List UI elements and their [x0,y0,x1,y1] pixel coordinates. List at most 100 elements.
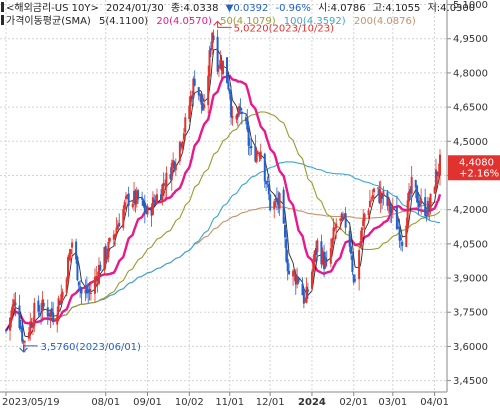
candle-body [192,78,195,98]
candle-body [313,250,316,263]
candle-body [439,154,441,176]
candle-body [292,270,295,277]
candle-body [145,210,148,214]
candle-body [341,216,344,218]
candle-body [248,147,251,149]
candle-body [18,305,21,328]
candle-body [238,105,241,115]
y-tick-label: 3,9000 [453,274,488,285]
x-tick-label: 04/01 [420,397,449,408]
candle-body [230,93,233,117]
candle-body [406,200,409,229]
header-marker-1 [1,2,4,12]
candle-body [9,317,12,331]
candle-body [370,199,373,201]
candle-body [254,146,257,162]
candle-body [174,164,177,171]
header-date: 2024/01/30 [106,3,164,14]
candle-body [297,278,300,283]
candle-body [37,300,40,312]
candle-body [420,198,423,204]
open-value: 시:4.0786 [318,2,366,14]
candle-body [61,291,64,298]
candle-body [416,185,419,203]
candle-body [350,246,353,254]
candle-body [208,50,211,77]
x-tick-label: 02/01 [339,397,368,408]
candle-body [378,189,381,203]
low-annotation: 3,5760(2023/06/01) [41,342,142,353]
candle-body [14,302,17,306]
candle-body [106,255,109,258]
candle-body [162,183,165,186]
candle-body [69,249,72,254]
y-tick-label: 4,8000 [453,68,488,79]
ma20-label: 20(4.0570) [156,16,212,27]
header-line-2: 가격이동평균(SMA) 5(4.1100) 20(4.0570) 50(4.10… [6,14,416,27]
y-tick-label: 3,4500 [453,376,488,387]
candle-body [135,190,138,204]
candle-body [5,330,7,332]
candle-body [371,195,374,199]
candle-body [71,242,74,248]
candle-body [207,75,210,106]
candle-body [428,204,431,212]
candle-body [191,95,193,100]
candle-body [325,259,328,262]
candle-body [124,196,127,200]
candle-body [285,239,288,262]
high-marker-arrow [213,20,232,28]
candle-body [123,202,126,210]
candle-body [155,194,158,203]
candle-body [89,292,92,295]
candle-body [231,116,234,119]
candle-body [112,234,115,240]
candle-body [277,199,280,206]
candle-body [387,199,390,206]
candle-body [301,283,304,296]
candle-body [426,200,429,216]
candle-body [38,313,41,315]
candle-body [85,286,88,294]
candle-body [259,151,262,160]
candle-body [209,48,212,51]
candle-body [255,151,258,162]
candle-body [170,163,173,181]
candle-body [30,323,33,328]
candle-body [397,226,400,229]
candle-body [142,200,145,207]
candle-body [76,256,79,281]
header-line-1: <해외금리-US 10Y> 2024/01/30 종:4.0338 ▼0.039… [6,1,475,14]
candle-body [146,206,149,215]
change-value: ▼0.0392 [226,3,269,14]
candle-body [29,321,32,334]
candle-body [68,253,71,260]
x-tick-label: 08/01 [91,397,120,408]
candle-body [220,63,223,71]
candle-body [389,202,392,213]
candle-body [182,133,185,140]
candle-body [405,225,408,247]
candle-body [265,181,268,185]
candle-body [247,128,250,146]
y-tick-label: 4,9500 [453,34,488,45]
candle-body [199,93,202,97]
candle-body [127,193,130,206]
candle-body [21,325,24,342]
candle-body [401,242,404,246]
candle-body [181,141,184,148]
ma100-label: 100(4.3592) [284,16,346,27]
candle-body [118,223,121,227]
candle-body [294,273,297,285]
candle-body [122,209,125,228]
candle-body [273,201,276,210]
candle-body [88,289,91,292]
candle-body [266,181,269,183]
candle-body [126,195,129,197]
candle-body [293,272,296,275]
candle-body [363,213,366,222]
candle-body [219,59,222,69]
candle-body [60,294,63,303]
candle-body [323,252,326,270]
candle-body [339,218,342,221]
